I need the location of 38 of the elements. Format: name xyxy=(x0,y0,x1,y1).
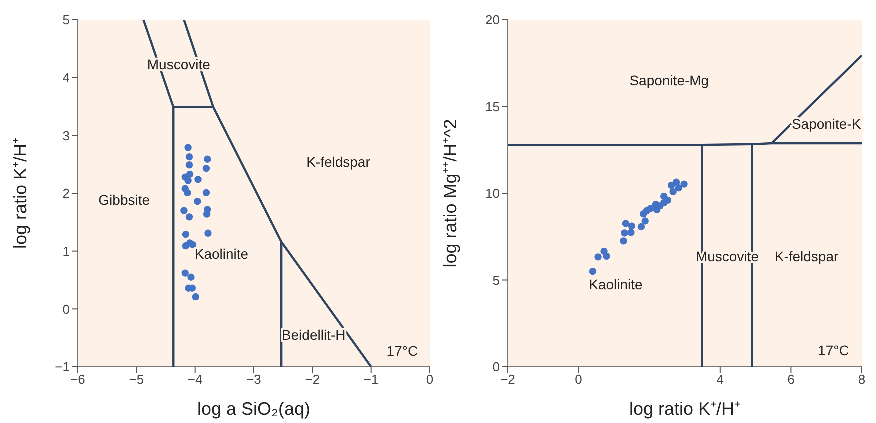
y-tick-label: 3 xyxy=(62,128,70,144)
annotation: Saponite-K xyxy=(792,116,862,132)
x-axis-title: log ratio K⁺/H⁺ xyxy=(629,399,741,419)
x-tick-label: −1 xyxy=(364,372,379,388)
y-tick-label: 5 xyxy=(492,272,500,288)
x-tick-label: 0 xyxy=(575,372,582,388)
x-tick-label: 6 xyxy=(788,372,795,388)
annotation: Kaolinite xyxy=(194,246,249,262)
annotation: Gibbsite xyxy=(98,192,150,208)
x-tick-label: 4 xyxy=(716,372,724,388)
annotation: Saponite-Mg xyxy=(630,72,710,89)
y-tick-label: 4 xyxy=(62,70,70,86)
y-tick-label: 0 xyxy=(492,360,500,375)
annotation: 17°C xyxy=(386,342,418,359)
y-axis-title: log ratio K⁺/H⁺ xyxy=(10,138,30,250)
y-tick-label: 20 xyxy=(486,12,500,28)
x-tick-label: −3 xyxy=(246,372,262,388)
x-tick-label: −5 xyxy=(129,372,144,388)
annotation: 17°C xyxy=(818,342,850,358)
x-tick-label: 0 xyxy=(426,372,434,388)
annotation: K-feldspar xyxy=(774,248,840,264)
annotation: Beidellit-H xyxy=(282,327,346,344)
y-tick-label: 1 xyxy=(62,244,70,259)
y-tick-label: 10 xyxy=(486,186,500,202)
y-tick-label: 2 xyxy=(62,186,70,202)
y-tick-label: −1 xyxy=(55,360,70,375)
x-tick-label: 8 xyxy=(858,372,866,388)
x-axis-title: log a SiO₂(aq) xyxy=(197,399,311,419)
x-tick-label: −6 xyxy=(70,372,86,388)
annotation: Kaolinite xyxy=(589,276,644,293)
y-tick-label: 15 xyxy=(486,99,500,114)
x-tick-label: −4 xyxy=(188,372,203,388)
y-tick-label: 5 xyxy=(62,12,70,28)
x-tick-label: −2 xyxy=(305,372,320,388)
annotation: K-feldspar xyxy=(306,154,371,170)
y-axis-title: log ratio Mg⁺⁺/H⁺^2 xyxy=(440,119,460,268)
y-tick-label: 0 xyxy=(62,302,70,317)
x-tick-label: −2 xyxy=(500,372,516,388)
